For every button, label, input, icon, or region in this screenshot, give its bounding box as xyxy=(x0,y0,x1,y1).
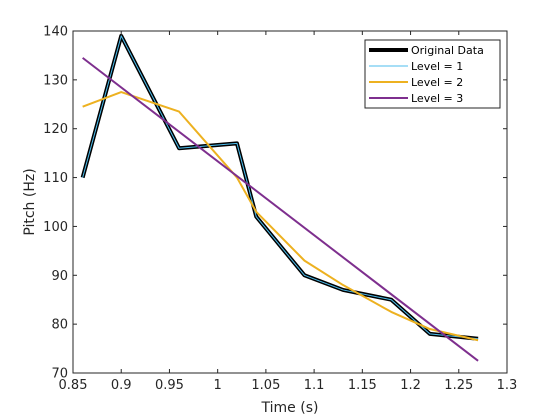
y-axis-label: Pitch (Hz) xyxy=(22,168,38,235)
legend-label-2: Level = 1 xyxy=(411,60,463,73)
axes-box xyxy=(72,30,508,374)
x-tick-label: 1.1 xyxy=(304,378,325,393)
x-tick-label: 1.05 xyxy=(251,378,280,393)
ticks-layer: 0.85 0.9 0.95 1 1.05 1.1 1.15 1.2 1.25 1.3 70 80 90 1… xyxy=(43,25,517,394)
y-tick-label: 120 xyxy=(43,122,68,137)
y-tick-label: 110 xyxy=(43,171,68,186)
legend: Original Data Level = 1 Level = 2 Level = 3 xyxy=(364,39,501,109)
series-line-4 xyxy=(82,57,479,362)
series-line-3 xyxy=(82,91,479,342)
y-tick-label: 100 xyxy=(43,220,68,235)
legend-label-3: Level = 2 xyxy=(411,76,463,89)
y-tick-label: 140 xyxy=(43,25,68,40)
x-tick-label: 1.3 xyxy=(497,378,518,393)
x-tick-label: 1.25 xyxy=(444,378,473,393)
legend-label-1: Original Data xyxy=(411,44,484,57)
x-tick-label: 0.9 xyxy=(111,378,132,393)
legend-label-4: Level = 3 xyxy=(411,92,463,105)
x-axis-label: Time (s) xyxy=(261,400,319,416)
x-tick-label: 1.2 xyxy=(400,378,421,393)
series-layer xyxy=(80,33,479,362)
y-tick-label: 130 xyxy=(43,73,68,88)
x-tick-label: 1.15 xyxy=(348,378,377,393)
y-tick-label: 90 xyxy=(51,269,68,284)
x-tick-label: 0.85 xyxy=(59,378,88,393)
y-tick-label: 70 xyxy=(51,367,68,382)
x-tick-label: 1 xyxy=(214,378,222,393)
axes-layer xyxy=(72,30,508,374)
y-tick-label: 80 xyxy=(51,318,68,333)
series-line-2 xyxy=(82,35,479,340)
x-tick-label: 0.95 xyxy=(155,378,184,393)
